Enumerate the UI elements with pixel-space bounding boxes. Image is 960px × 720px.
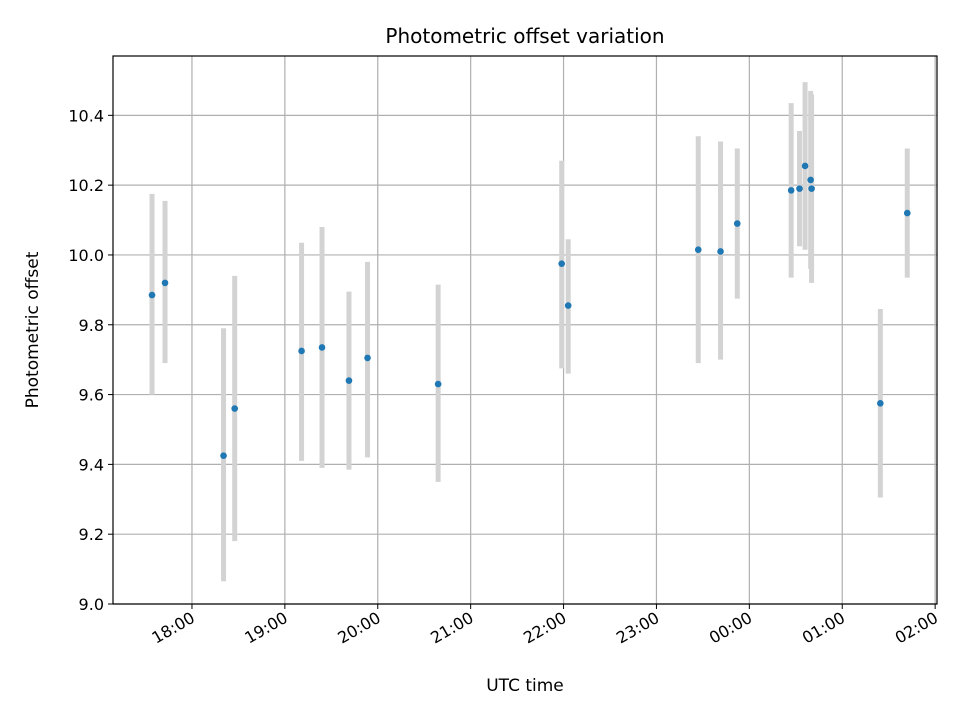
data-point <box>717 248 724 255</box>
data-point <box>796 185 803 192</box>
y-tick-label: 10.2 <box>68 176 104 195</box>
chart-title: Photometric offset variation <box>385 24 664 48</box>
x-tick-label: 23:00 <box>613 608 662 648</box>
x-axis-label: UTC time <box>486 676 564 696</box>
x-tick-label: 22:00 <box>520 608 569 648</box>
y-tick-label: 9.8 <box>79 316 104 335</box>
data-point <box>231 405 238 412</box>
grid-lines <box>113 56 937 605</box>
x-axis-ticks: 18:00 19:00 20:00 21:00 22:00 23:00 00:00 01:00… <box>149 604 941 648</box>
data-point <box>220 452 227 459</box>
y-axis-ticks: 9.0 9.2 9.4 9.6 9.8 10.0 10.2 10.4 <box>68 106 113 614</box>
data-point <box>161 279 169 287</box>
data-points <box>148 162 911 459</box>
y-tick-label: 9.0 <box>79 595 104 614</box>
data-point <box>733 220 741 227</box>
data-point <box>364 354 371 362</box>
data-point <box>564 302 572 309</box>
error-bars <box>149 82 910 582</box>
y-tick-label: 10.4 <box>68 106 104 125</box>
data-point <box>807 176 814 184</box>
x-tick-label: 21:00 <box>427 608 476 648</box>
x-tick-label: 18:00 <box>149 608 198 648</box>
x-tick-label: 01:00 <box>799 608 848 648</box>
y-tick-label: 10.0 <box>68 246 104 265</box>
data-point <box>694 246 702 254</box>
plot-frame <box>112 55 938 605</box>
data-point <box>298 347 305 355</box>
data-point <box>808 185 815 192</box>
data-point <box>558 260 565 267</box>
data-point <box>318 344 326 351</box>
x-tick-label: 19:00 <box>241 608 290 648</box>
y-axis-label: Photometric offset <box>23 251 43 408</box>
x-tick-label: 02:00 <box>892 608 941 648</box>
data-point <box>434 380 442 388</box>
data-point <box>801 162 809 170</box>
data-point <box>787 187 795 194</box>
y-tick-label: 9.6 <box>79 386 104 405</box>
data-point <box>148 291 156 299</box>
y-tick-label: 9.2 <box>79 525 104 544</box>
y-tick-label: 9.4 <box>79 455 104 474</box>
x-tick-label: 20:00 <box>334 608 383 648</box>
data-point <box>877 399 884 407</box>
data-point <box>903 209 911 217</box>
data-point <box>345 377 353 384</box>
x-tick-label: 00:00 <box>706 608 755 648</box>
